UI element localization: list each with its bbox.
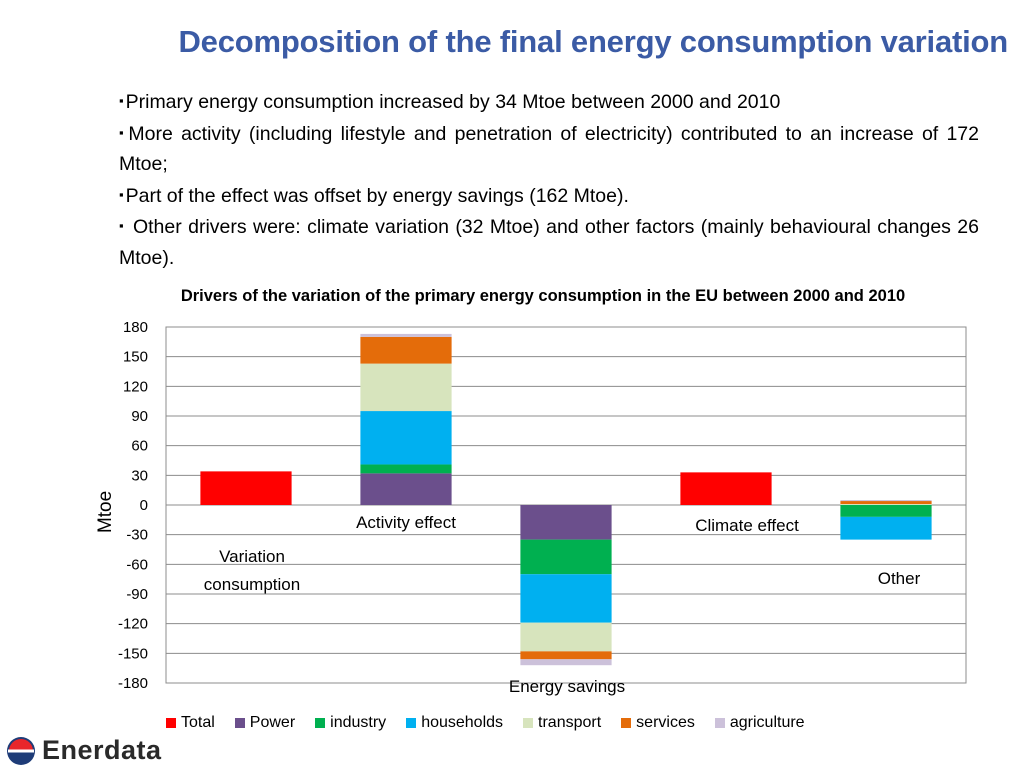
legend-item: agriculture [714,714,805,732]
category-label: Other [878,569,921,588]
legend-label: Total [181,714,215,731]
bar-segment-households [520,574,612,623]
enerdata-logo-icon [7,736,35,765]
bar-segment-services [360,336,452,364]
bullet-text: Primary energy consumption increased by … [125,91,781,113]
bar-segment-transport [360,363,452,412]
bar-segment-power [520,505,612,540]
bar-segment-industry [520,539,612,575]
legend-item: transport [523,714,601,732]
slide-title: Decomposition of the final energy consum… [178,24,1008,59]
y-tick-label: -150 [118,645,148,662]
y-tick-label: 150 [123,349,148,366]
y-tick-label: -30 [126,527,148,544]
enerdata-logo: Enerdata [6,735,162,766]
legend-swatch [234,718,245,728]
bar-segment-services [520,651,612,660]
legend-label: households [421,714,504,731]
chart-title: Drivers of the variation of the primary … [180,287,906,305]
legend-item: Total [166,714,215,732]
legend-swatch [621,718,632,728]
bar-segment-households [840,516,932,540]
y-tick-label: 60 [131,438,148,455]
y-tick-label: -180 [118,675,148,692]
bar-segment-transport [840,504,932,505]
category-label: Variation [219,547,285,566]
legend-item: households [406,714,503,732]
category-label: consumption [204,575,300,594]
bullet-item: ▪ Other drivers were: climate variation … [119,211,979,273]
legend-label: transport [538,714,602,731]
legend-swatch [166,718,176,728]
legend-swatch [315,718,326,728]
legend-swatch [406,718,417,728]
bullet-item: ▪ More activity (including lifestyle and … [119,118,979,180]
y-tick-label: 30 [131,467,148,484]
legend-swatch [714,718,725,728]
y-tick-label: 120 [123,378,148,395]
y-tick-label: -120 [118,616,148,633]
bar-segment-industry [360,464,452,474]
bullet-item: ▪ Part of the effect was offset by energy… [119,180,979,212]
legend-item: Power [234,714,296,732]
legend-item: industry [315,714,386,732]
category-label: Activity effect [356,513,456,532]
plot-area-border [165,326,967,684]
y-tick-label: -90 [126,586,148,603]
stacked-bar-chart: 180 150 120 90 60 30 0 -30 -60 -90 -120 -150 -180 Mto… [95,319,967,696]
bullet-text: More activity (including lifestyle and p… [119,122,979,176]
chart-legend: Total Power industry households transport ser… [166,714,805,732]
legend-label: industry [330,714,387,731]
bullet-text: Other drivers were: climate variation (3… [119,216,980,269]
bar-segment-agriculture [520,659,612,666]
y-axis-label: Mtoe [95,491,116,533]
legend-item: services [621,714,695,732]
logo-text: Enerdata [42,735,162,765]
category-label: Climate effect [695,516,799,535]
legend-label: agriculture [729,714,805,731]
bar-segment-industry [840,505,932,517]
y-tick-label: 90 [131,408,148,425]
bullet-marker-icon: ▪ [119,186,124,202]
bar-segment-transport [520,622,612,652]
bullet-text: Part of the effect was offset by energy … [125,184,629,207]
bullet-marker-icon: ▪ [119,124,127,140]
bar-segment-total [680,472,772,505]
y-tick-label: 180 [123,319,148,336]
bullet-marker-icon: ▪ [119,93,124,108]
bullet-item: ▪ Primary energy consumption increased by… [119,86,979,118]
bar-segment-services [840,501,932,505]
category-label: Energy savings [509,677,625,696]
legend-label: Power [249,714,296,731]
bar-segment-households [360,411,452,465]
y-tick-label: 0 [140,497,148,514]
bar-segment-agriculture [840,500,932,502]
bar-segment-agriculture [360,333,452,337]
legend-swatch [523,718,534,728]
bar-segment-power [360,473,452,505]
bullet-list: ▪ Primary energy consumption increased by… [119,86,979,273]
legend-label: services [636,714,695,731]
bar-segment-total [200,471,292,505]
bullet-marker-icon: ▪ [119,218,125,233]
y-tick-label: -60 [126,556,148,573]
